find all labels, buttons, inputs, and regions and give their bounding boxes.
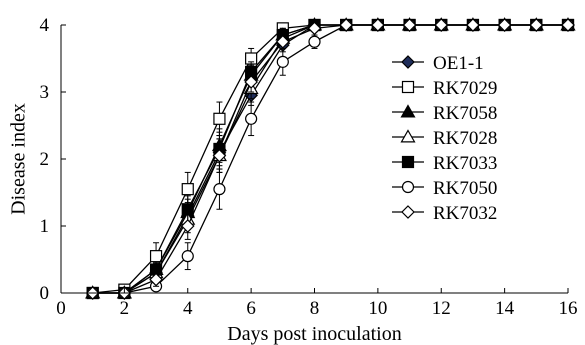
x-tick-label: 4 — [183, 298, 193, 319]
y-axis-title: Disease index — [8, 103, 30, 215]
data-point — [275, 34, 290, 49]
data-point — [213, 112, 226, 125]
data-point — [213, 183, 226, 196]
legend-item: OE1-1 — [392, 53, 484, 74]
data-point — [181, 250, 194, 263]
plot-area — [85, 17, 576, 300]
data-point — [181, 183, 194, 196]
x-tick-label: 0 — [56, 298, 66, 319]
y-axis-ticks: 0 1 2 3 4 — [40, 15, 66, 304]
data-point — [402, 18, 417, 32]
data-point — [245, 112, 258, 125]
x-tick-label: 14 — [495, 298, 515, 319]
data-point — [149, 250, 163, 263]
legend-item: RK7029 — [392, 78, 497, 99]
data-point — [371, 18, 385, 32]
legend-label: RK7029 — [433, 78, 497, 99]
legend-marker — [401, 80, 415, 94]
legend-label: OE1-1 — [433, 53, 484, 74]
series-rk7032 — [85, 18, 575, 300]
legend-item: RK7028 — [392, 128, 497, 149]
y-tick-label: 1 — [40, 216, 50, 237]
legend-label: RK7028 — [433, 128, 497, 149]
x-tick-label: 2 — [120, 298, 130, 319]
legend-item: RK7032 — [392, 203, 497, 224]
x-tick-label: 8 — [310, 298, 320, 319]
data-point — [180, 219, 195, 233]
y-tick-label: 3 — [40, 82, 50, 103]
legend-marker — [401, 55, 415, 69]
data-point — [149, 272, 163, 287]
legend-marker — [401, 155, 415, 169]
series-line — [92, 24, 568, 294]
x-tick-label: 10 — [368, 298, 387, 319]
data-point — [276, 55, 289, 68]
y-tick-label: 0 — [40, 283, 50, 304]
data-point — [244, 75, 258, 89]
legend-marker — [401, 180, 415, 194]
legend-marker — [400, 104, 416, 118]
data-point — [434, 18, 449, 32]
legend: OE1-1 RK7029 RK7058 RK7028 RK7033 RK7050 RK703… — [392, 53, 497, 224]
legend-label: RK7033 — [433, 153, 497, 174]
legend-label: RK7058 — [433, 103, 497, 124]
legend-label: RK7032 — [433, 203, 497, 224]
data-point — [466, 18, 480, 32]
data-point — [307, 21, 322, 36]
data-point — [497, 18, 512, 32]
data-point — [308, 35, 321, 48]
data-point — [561, 18, 575, 32]
legend-marker — [401, 205, 415, 219]
legend-item: RK7033 — [392, 153, 497, 174]
x-tick-label: 12 — [432, 298, 451, 319]
data-point — [529, 18, 544, 32]
series-rk7029 — [86, 18, 575, 300]
y-tick-label: 4 — [40, 15, 50, 36]
legend-item: RK7058 — [392, 103, 497, 124]
legend-label: RK7050 — [433, 178, 497, 199]
y-tick-label: 2 — [40, 149, 50, 170]
x-tick-label: 16 — [559, 298, 578, 319]
x-tick-label: 6 — [246, 298, 256, 319]
legend-marker — [400, 129, 416, 143]
x-axis-ticks: 0 2 4 6 8 10 12 14 16 — [56, 288, 578, 319]
x-axis-title: Days post inoculation — [227, 323, 401, 345]
legend-item: RK7050 — [392, 178, 497, 199]
data-point — [212, 148, 227, 163]
data-point — [339, 18, 354, 32]
